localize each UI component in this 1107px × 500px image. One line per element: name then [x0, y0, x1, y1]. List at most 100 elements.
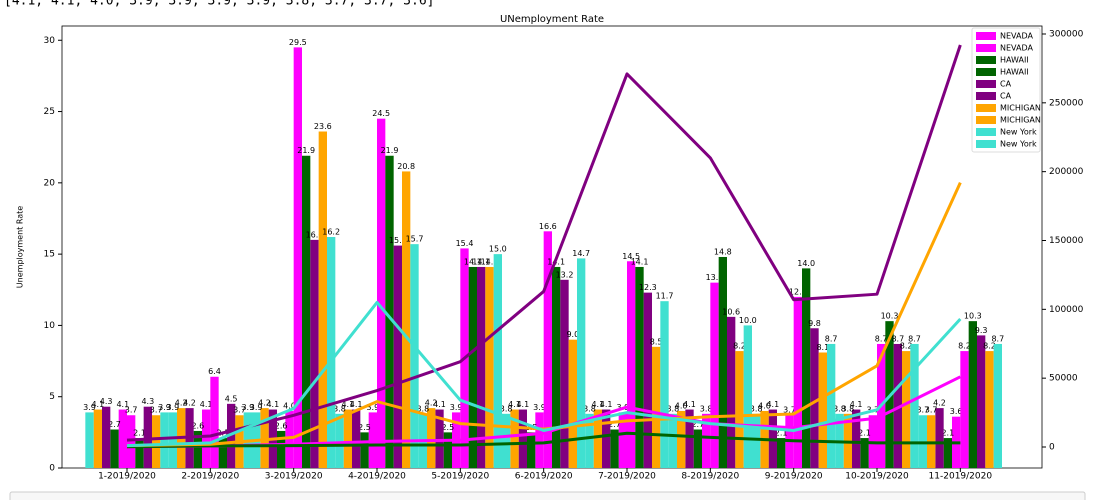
bar	[102, 406, 111, 468]
bar	[310, 239, 319, 468]
bar-label: 14.1	[464, 257, 482, 266]
bar-label: 3.9	[166, 403, 179, 412]
bar	[968, 321, 977, 468]
bar	[893, 343, 902, 468]
bar-label: 3.8	[833, 404, 846, 413]
bar-label: 11.7	[656, 292, 674, 301]
bar	[110, 429, 119, 468]
bar-label: 3.7	[233, 406, 246, 415]
bar-label: 4.1	[516, 400, 529, 409]
bar	[535, 412, 544, 468]
bar	[218, 438, 227, 468]
bar-label: 3.8	[666, 404, 679, 413]
bar	[827, 343, 836, 468]
legend-label: NEVADA	[1000, 32, 1033, 41]
bar-label: 14.1	[481, 257, 499, 266]
bar	[902, 351, 911, 468]
bar-label: 4.1	[683, 400, 696, 409]
x-tick-label: 11-2019/2020	[929, 472, 993, 482]
bar-label: 3.9	[533, 403, 546, 412]
bar	[477, 266, 486, 468]
x-tick-label: 9-2019/2020	[765, 472, 823, 482]
bar-label: 2.6	[191, 421, 204, 430]
bar	[285, 410, 294, 468]
bar	[360, 432, 369, 468]
bar-label: 14.8	[714, 247, 732, 256]
bar	[435, 409, 444, 468]
bar	[85, 412, 94, 468]
bar	[743, 325, 752, 468]
bar-label: 4.0	[675, 401, 688, 410]
legend-label: CA	[1000, 80, 1012, 89]
bar-label: 3.9	[158, 403, 171, 412]
bar	[343, 409, 352, 468]
x-tick-label: 7-2019/2020	[598, 472, 656, 482]
bar	[210, 376, 219, 468]
bar-label: 8.7	[908, 334, 921, 343]
legend-swatch	[976, 116, 996, 124]
bar	[427, 408, 436, 468]
x-tick-label: 8-2019/2020	[681, 472, 739, 482]
x-tick-label: 5-2019/2020	[431, 472, 489, 482]
bar	[327, 237, 336, 468]
bar	[560, 279, 569, 468]
bar-label: 2.6	[275, 421, 288, 430]
y2-tick-label: 250000	[1049, 98, 1084, 108]
bar-label: 2.7	[108, 420, 121, 429]
legend-swatch	[976, 140, 996, 148]
bar-label: 20.8	[397, 162, 415, 171]
x-tick-label: 3-2019/2020	[265, 472, 323, 482]
bar	[552, 266, 561, 468]
bar-label: 8.5	[650, 337, 663, 346]
bar	[385, 155, 394, 468]
x-tick-label: 4-2019/2020	[348, 472, 406, 482]
bar-label: 2.1	[775, 429, 788, 438]
bar	[710, 282, 719, 468]
bar-label: 8.2	[733, 342, 746, 351]
bar-label: 4.1	[91, 400, 104, 409]
bar	[943, 438, 952, 468]
bar	[193, 430, 202, 468]
bar-label: 3.8	[700, 404, 713, 413]
bar	[627, 261, 636, 468]
bar-label: 4.1	[508, 400, 521, 409]
bar	[985, 351, 994, 468]
legend-label: HAWAII	[1000, 56, 1029, 65]
y2-tick-label: 200000	[1049, 167, 1084, 177]
bar-label: 21.9	[381, 146, 399, 155]
legend-label: HAWAII	[1000, 68, 1029, 77]
bar	[668, 413, 677, 468]
bar	[402, 171, 411, 468]
bar	[610, 429, 619, 468]
bar	[527, 432, 536, 468]
x-tick-label: 6-2019/2020	[515, 472, 573, 482]
x-tick-label: 1-2019/2020	[98, 472, 156, 482]
bar-label: 2.5	[441, 423, 454, 432]
legend-swatch	[976, 56, 996, 64]
bar-label: 9.0	[566, 330, 579, 339]
bar-label: 4.2	[933, 399, 946, 408]
legend-swatch	[976, 128, 996, 136]
bar-label: 14.5	[622, 252, 640, 261]
bar	[602, 409, 611, 468]
bar	[810, 328, 819, 468]
line	[126, 44, 962, 442]
bar-label: 23.6	[314, 122, 332, 131]
bar	[510, 409, 519, 468]
bar-label: 29.5	[289, 38, 307, 47]
bar-label: 3.6	[950, 407, 963, 416]
bar-label: 3.8	[333, 404, 346, 413]
bar-label: 4.1	[766, 400, 779, 409]
y-tick-label: 0	[49, 464, 55, 474]
legend-swatch	[976, 32, 996, 40]
bar	[635, 266, 644, 468]
legend-swatch	[976, 92, 996, 100]
legend-label: NEVADA	[1000, 44, 1033, 53]
bar-label: 15.6	[389, 236, 407, 245]
bar	[260, 408, 269, 468]
bar-label: 16.6	[539, 222, 557, 231]
bar-label: 4.0	[758, 401, 771, 410]
bar-label: 4.1	[350, 400, 363, 409]
bar-label: 3.9	[450, 403, 463, 412]
